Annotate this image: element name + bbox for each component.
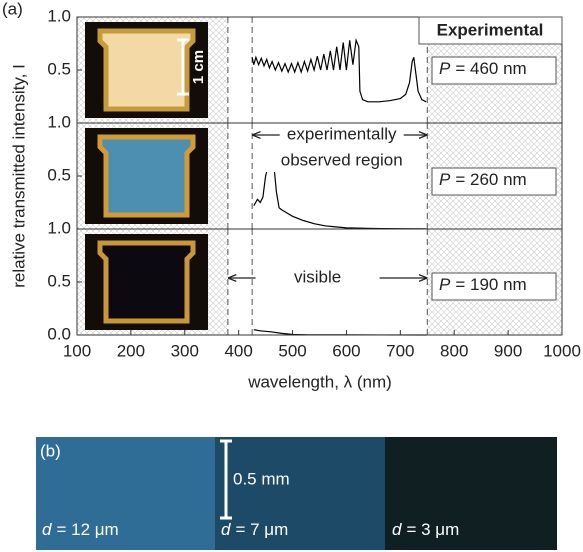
- panel-label: (a): [2, 0, 23, 18]
- symbol: P: [439, 59, 451, 78]
- panel-label: (b): [40, 441, 61, 460]
- y-tick-label: 0.5: [47, 165, 71, 184]
- x-axis-label: wavelength, λ (nm): [247, 372, 392, 391]
- x-tick-label: 700: [386, 341, 414, 360]
- x-tick-label: 800: [440, 341, 468, 360]
- y-tick-label: 0.5: [47, 271, 71, 290]
- symbol: d: [42, 520, 52, 539]
- annotation: visible: [294, 267, 341, 286]
- y-tick-label: 1.0: [47, 112, 71, 131]
- spectrum: [252, 40, 426, 102]
- annotation: experimentally: [287, 124, 397, 143]
- label-text: = 460 nm: [455, 59, 526, 78]
- figure: (a) wavelength, λ (nm) relative transmit…: [0, 0, 583, 552]
- symbol: d: [392, 520, 402, 539]
- x-tick-label: 1000: [543, 341, 581, 360]
- x-tick-label: 200: [117, 341, 145, 360]
- y-tick-label: 1.0: [47, 218, 71, 237]
- photo-frame: [100, 31, 193, 109]
- y-axis-label: relative transmitted intensity, I: [9, 64, 28, 288]
- label-text: = 190 nm: [455, 275, 526, 294]
- symbol: d: [221, 520, 231, 539]
- y-tick-label: 0.5: [47, 59, 71, 78]
- scale-label: 0.5 mm: [233, 469, 290, 488]
- label-text: = 12 μm: [56, 520, 118, 539]
- photo-frame: [100, 137, 193, 215]
- box-title: Experimental: [437, 20, 544, 39]
- photo-frame: [100, 243, 193, 321]
- scale-label: 1 cm: [190, 50, 207, 84]
- x-tick-label: 100: [63, 341, 91, 360]
- label-text: = 7 μm: [235, 520, 288, 539]
- x-tick-label: 600: [332, 341, 360, 360]
- annotation: observed region: [281, 150, 403, 169]
- label-text: = 260 nm: [455, 170, 526, 189]
- x-tick-label: 400: [224, 341, 252, 360]
- y-tick-label: 1.0: [47, 6, 71, 25]
- x-tick-label: 500: [278, 341, 306, 360]
- symbol: P: [439, 170, 451, 189]
- x-tick-label: 900: [494, 341, 522, 360]
- symbol: P: [439, 275, 451, 294]
- label-text: = 3 μm: [406, 520, 459, 539]
- x-tick-label: 300: [171, 341, 199, 360]
